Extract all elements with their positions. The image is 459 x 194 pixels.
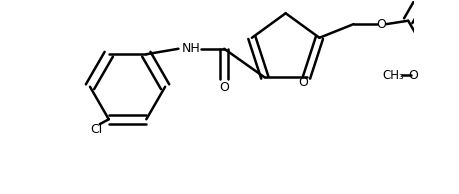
Text: O: O (375, 18, 385, 31)
Text: O: O (219, 81, 229, 94)
Text: CH₃: CH₃ (381, 69, 403, 82)
Text: O: O (297, 76, 308, 89)
Text: Cl: Cl (90, 123, 102, 136)
Text: O: O (408, 69, 417, 82)
Text: NH: NH (181, 42, 200, 55)
